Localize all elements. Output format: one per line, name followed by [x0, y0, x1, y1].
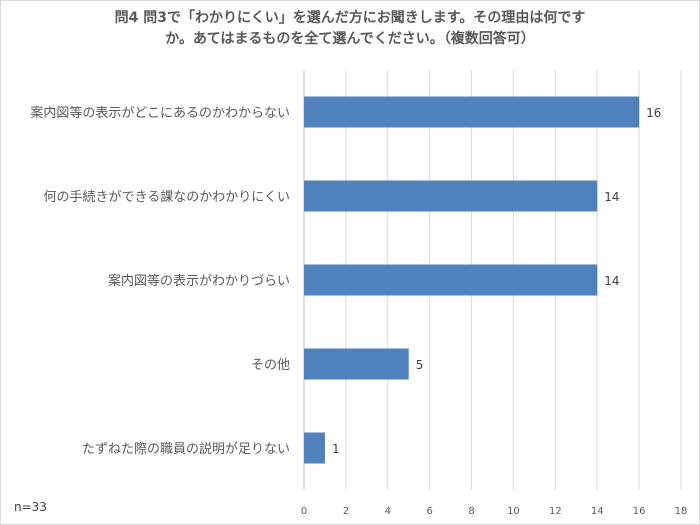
x-tick-label: 8 — [468, 506, 474, 517]
chart-title-line-1: 問4 問3で「わかりにくい」を選んだ方にお聞きします。その理由は何です — [114, 10, 586, 26]
x-tick-label: 4 — [385, 506, 391, 517]
x-tick-label: 2 — [343, 506, 349, 517]
bar — [304, 96, 640, 128]
data-label: 1 — [332, 442, 340, 456]
sample-size-note: n=33 — [14, 500, 47, 514]
x-tick-label: 16 — [633, 506, 646, 517]
category-label: たずねた際の職員の説明が足りない — [82, 441, 290, 457]
x-tick-label: 12 — [549, 506, 562, 517]
category-label: 案内図等の表示がどこにあるのかわからない — [30, 105, 290, 121]
chart-title-line-2: か。あてはまるものを全て選んでください。（複数回答可） — [165, 31, 535, 47]
data-label: 5 — [416, 358, 424, 372]
x-tick-label: 6 — [426, 506, 432, 517]
x-tick-label: 14 — [591, 506, 604, 517]
category-label: 案内図等の表示がわかりづらい — [108, 273, 290, 289]
bar — [304, 180, 598, 212]
data-label: 14 — [604, 274, 619, 288]
data-label: 16 — [646, 106, 661, 120]
chart-title: 問4 問3で「わかりにくい」を選んだ方にお聞きします。その理由は何です か。あて… — [0, 8, 700, 50]
x-tick-label: 0 — [301, 506, 307, 517]
bar — [304, 432, 325, 464]
x-tick-label: 18 — [675, 506, 688, 517]
bar — [304, 264, 598, 296]
category-label: その他 — [251, 358, 290, 373]
bar — [304, 348, 409, 380]
category-label: 何の手続きができる課なのかわかりにくい — [44, 189, 290, 205]
data-label: 14 — [604, 190, 619, 204]
x-tick-label: 10 — [507, 506, 520, 517]
